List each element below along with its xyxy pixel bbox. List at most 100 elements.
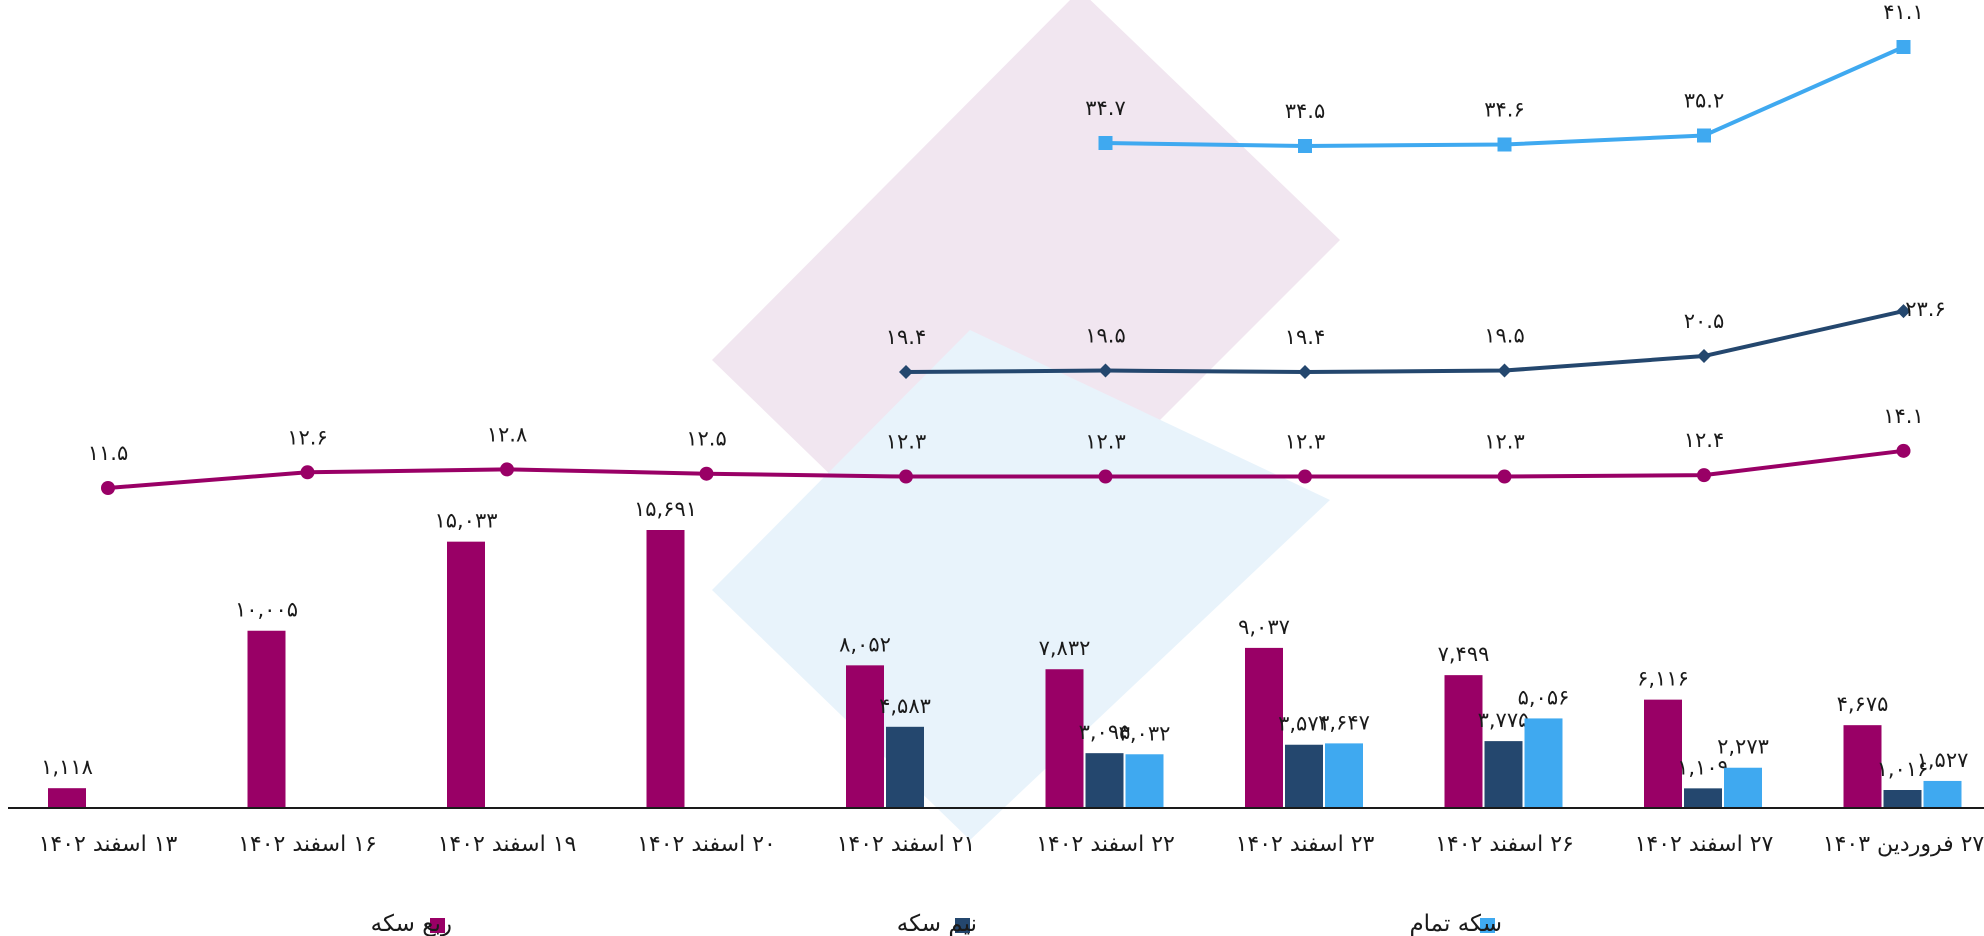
bar-value-label: ۴,۶۷۵ (1837, 692, 1889, 716)
line-point (1896, 40, 1911, 54)
line-value-label: ۱۴.۱ (1883, 404, 1924, 428)
bar-value-label: ۳,۰۳۲ (1119, 721, 1171, 745)
bar-3-6 (1125, 754, 1164, 808)
bar-2-6 (1085, 753, 1124, 808)
line-value-label: ۳۴.۷ (1085, 96, 1126, 120)
bar-value-label: ۴,۵۸۳ (879, 694, 931, 718)
line-value-label: ۱۲.۵ (686, 427, 727, 451)
line-value-label: ۱۲.۳ (1085, 430, 1126, 454)
bar-2-7 (1285, 744, 1323, 808)
line-point (1298, 365, 1312, 379)
line-point (1497, 469, 1512, 484)
line-point (101, 481, 115, 495)
bar-value-label: ۸,۰۵۲ (839, 632, 891, 656)
line-value-label: ۱۹.۴ (886, 325, 927, 349)
bar-value-label: ۱۵,۰۳۳ (434, 509, 497, 533)
line-point (300, 465, 315, 480)
bar-3-8 (1524, 718, 1563, 808)
bar-1-2 (247, 630, 286, 808)
legend-label: نیم سکه (897, 911, 977, 936)
x-tick-label: ۱۳ اسفند ۱۴۰۲ (39, 832, 178, 857)
legend-label: سکه تمام (1409, 911, 1502, 936)
bar-1-3 (447, 541, 485, 808)
line-point (500, 462, 514, 477)
bar-1-8 (1444, 675, 1483, 808)
line-value-label: ۱۲.۳ (886, 430, 927, 454)
legend-swatch (430, 918, 445, 933)
line-point (1098, 136, 1113, 150)
x-tick-label: ۲۱ اسفند ۱۴۰۲ (837, 832, 976, 857)
line-series-1 (107, 448, 1904, 490)
bar-2-9 (1684, 788, 1722, 808)
bar-2-8 (1484, 741, 1523, 808)
bar-value-label: ۳,۷۷۵ (1478, 708, 1530, 732)
line-value-label: ۲۰.۵ (1684, 309, 1725, 333)
line-value-label: ۱۱.۵ (88, 441, 129, 465)
x-tick-label: ۱۹ اسفند ۱۴۰۲ (438, 832, 577, 857)
line-value-label: ۱۹.۵ (1484, 324, 1525, 348)
x-tick-label: ۲۷ اسفند ۱۴۰۲ (1635, 832, 1774, 857)
line-point (1298, 469, 1312, 484)
line-point (1896, 443, 1911, 458)
x-tick-label: ۲۳ اسفند ۱۴۰۲ (1236, 832, 1375, 857)
line-value-label: ۳۴.۵ (1285, 99, 1326, 123)
line-value-label: ۳۴.۶ (1484, 98, 1525, 122)
line-value-label: ۱۲.۳ (1285, 430, 1326, 454)
bar-value-label: ۱۰,۰۰۵ (235, 598, 298, 622)
x-tick-label: ۲۲ اسفند ۱۴۰۲ (1036, 832, 1175, 857)
bar-1-10 (1843, 725, 1882, 808)
line-point (1497, 363, 1512, 378)
bar-1-6 (1045, 669, 1084, 808)
bar-1-5 (846, 665, 884, 808)
line-value-label: ۱۲.۸ (487, 422, 528, 446)
line-point (899, 365, 913, 379)
x-tick-label: ۲۶ اسفند ۱۴۰۲ (1435, 832, 1574, 857)
line-point (1298, 139, 1312, 153)
line-point (1697, 468, 1711, 483)
legend-swatch (1480, 918, 1495, 933)
line-point (1896, 304, 1911, 319)
bar-value-label: ۱,۰۱۶ (1877, 757, 1929, 781)
legend-swatch (955, 918, 970, 933)
line-point (899, 469, 913, 484)
line-point (699, 466, 714, 481)
bar-value-label: ۱,۱۱۸ (41, 755, 93, 779)
line-point (1098, 469, 1113, 484)
bar-value-label: ۹,۰۳۷ (1238, 615, 1290, 639)
line-value-label: ۳۵.۲ (1684, 89, 1725, 113)
bar-value-label: ۶,۱۱۶ (1637, 667, 1689, 691)
bar-2-10 (1883, 789, 1922, 808)
bar-3-10 (1923, 780, 1962, 808)
bar-value-label: ۵,۰۵۶ (1518, 685, 1570, 709)
line-series-2 (905, 309, 1904, 374)
line-point (1697, 128, 1711, 143)
bar-1-7 (1245, 647, 1283, 808)
line-value-label: ۱۲.۶ (287, 425, 328, 449)
bar-value-label: ۷,۴۹۹ (1438, 642, 1490, 666)
bar-value-label: ۳,۶۴۷ (1318, 710, 1370, 734)
legend-label: ربع سکه (371, 911, 452, 936)
bar-value-label: ۲,۲۷۳ (1717, 735, 1769, 759)
line-point (1497, 137, 1512, 152)
bar-1-1 (48, 788, 86, 808)
x-tick-label: ۲۰ اسفند ۱۴۰۲ (637, 832, 776, 857)
line-value-label: ۱۹.۵ (1085, 324, 1126, 348)
bar-2-5 (886, 726, 924, 808)
bar-1-9 (1644, 699, 1682, 808)
line-value-label: ۲۳.۶ (1905, 297, 1946, 321)
line-value-label: ۴۱.۱ (1883, 0, 1924, 24)
x-tick-label: ۲۷ فروردین ۱۴۰۳ (1823, 832, 1984, 857)
line-point (1098, 363, 1113, 378)
line-value-label: ۱۲.۴ (1684, 428, 1725, 452)
x-tick-label: ۱۶ اسفند ۱۴۰۲ (238, 832, 377, 857)
bar-value-label: ۱,۵۲۷ (1917, 748, 1969, 772)
line-value-label: ۱۹.۴ (1285, 325, 1326, 349)
line-point (1697, 349, 1711, 364)
bar-value-label: ۷,۸۳۲ (1039, 636, 1091, 660)
bar-value-label: ۳,۰۹۵ (1079, 720, 1131, 744)
bar-value-label: ۱,۱۰۹ (1677, 755, 1729, 779)
line-value-label: ۱۲.۳ (1484, 430, 1525, 454)
bar-3-9 (1724, 767, 1762, 808)
bar-value-label: ۱۵,۶۹۱ (634, 497, 697, 521)
